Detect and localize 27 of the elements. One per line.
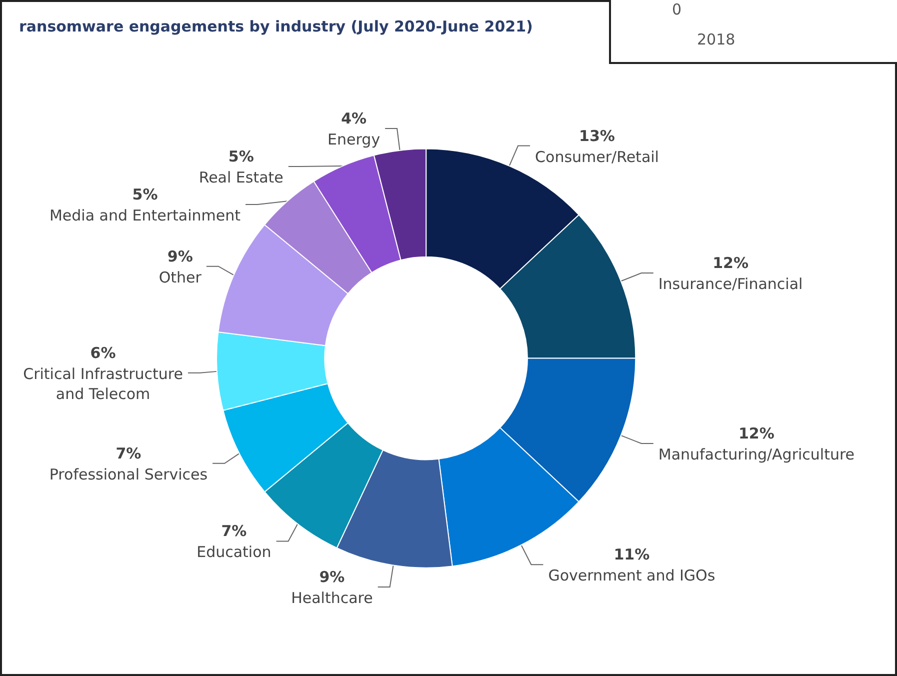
data-label: 7% (221, 522, 247, 540)
slice-label: Manufacturing/Agriculture (658, 446, 855, 464)
slice-label: Education (196, 543, 272, 562)
data-label: 7% (116, 444, 142, 462)
data-label: 12% (738, 424, 774, 443)
data-label: 5% (132, 186, 158, 204)
slice-label: Consumer/Retail (535, 148, 659, 166)
slice-label: Professional Services (49, 465, 208, 484)
data-label: 13% (579, 126, 615, 145)
slice-label: Healthcare (291, 588, 373, 607)
text: 2018 (697, 30, 736, 48)
slice-label: Energy (328, 130, 380, 149)
data-label: 12% (712, 254, 748, 272)
slice-label: Media and Entertainment (49, 206, 241, 225)
slice-label: Critical Infrastructure and Telecom (23, 364, 183, 403)
chart-title: ransomware engagements by industry (July 2020-June 2021) (19, 18, 533, 36)
slice-label: Insurance/Financial (658, 275, 803, 294)
data-label: 5% (228, 148, 254, 166)
data-label: 9% (167, 247, 193, 266)
slice-label: Real Estate (198, 168, 284, 187)
data-label: 11% (614, 546, 650, 564)
data-label: 6% (90, 344, 116, 362)
slice-label: Other (158, 268, 202, 286)
data-label: 4% (341, 110, 367, 128)
slice-label: Government and IGOs (548, 566, 716, 585)
data-label: 9% (319, 568, 345, 586)
text: 0 (672, 0, 682, 18)
